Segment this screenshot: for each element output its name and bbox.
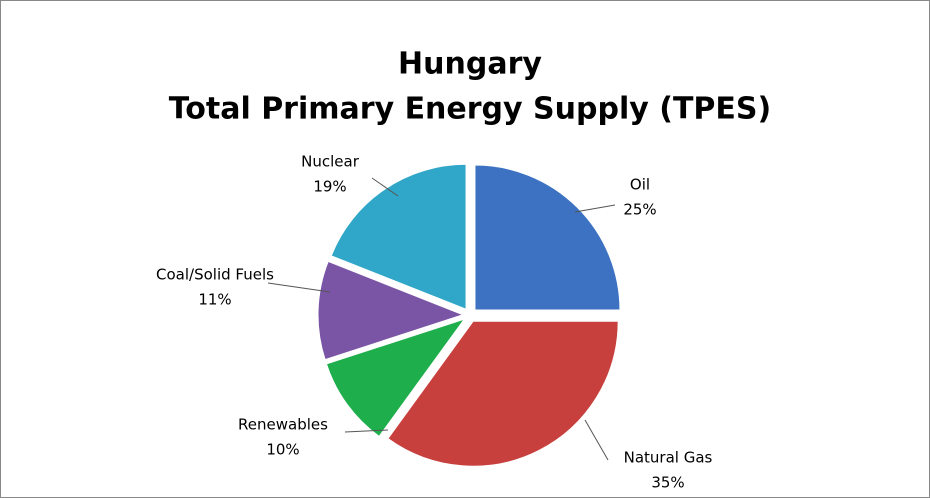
leader-line (574, 204, 616, 213)
pie-slice (474, 164, 621, 311)
slice-label: Renewables (238, 416, 328, 434)
pie-slice (330, 163, 467, 310)
slice-label: Oil (630, 176, 650, 194)
slice-value-label: 19% (313, 178, 346, 196)
pie-slice (325, 318, 466, 438)
chart-subtitle: Total Primary Energy Supply (TPES) (169, 92, 771, 127)
slice-value-label: 10% (266, 441, 299, 459)
slice-value-label: 25% (623, 201, 656, 219)
leader-line (267, 282, 331, 293)
leader-line (344, 429, 389, 433)
slice-label: Natural Gas (624, 449, 713, 467)
chart-title: Hungary (398, 47, 542, 82)
pie-slice (317, 260, 465, 361)
slice-label: Nuclear (301, 153, 360, 171)
slice-label: Coal/Solid Fuels (156, 266, 274, 284)
slice-value-label: 11% (198, 291, 231, 309)
slice-value-label: 35% (651, 474, 684, 492)
leader-line (584, 419, 609, 461)
leader-line (371, 177, 399, 197)
pie-slice (387, 320, 619, 467)
